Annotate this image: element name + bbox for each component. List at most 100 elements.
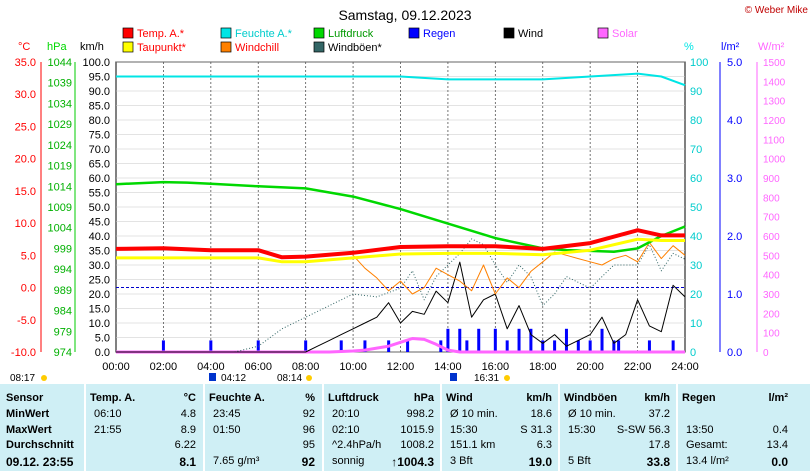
humidity-tick-label: 20 [690,289,702,301]
temp-axis-unit: °C [18,41,30,53]
table-cell-value: 92 [302,408,315,420]
rain-tick-label: 5.0 [727,57,742,69]
solar-tick-label: 1000 [763,155,786,166]
x-tick-label: 18:00 [529,361,557,373]
series-line-wind [116,261,686,353]
x-tick-label: 16:00 [482,361,510,373]
table-column-separator [676,384,678,471]
table-cell-label: Ø 10 min. [568,408,616,420]
wind-tick-label: 20.0 [89,289,110,301]
humidity-tick-label: 30 [690,260,702,272]
solar-tick-label: 100 [763,329,780,340]
table-cell-label: 21:55 [94,424,122,436]
humidity-tick-label: 90 [690,86,702,98]
row-labels: Sensor MinWert MaxWert Durchschnitt 09.1… [6,384,86,471]
table-column-header: Feuchte A. [209,392,265,404]
wind-tick-label: 100.0 [82,57,110,69]
humidity-tick-label: 70 [690,144,702,156]
solar-tick-label: 700 [763,213,780,224]
table-cell-value: 13.4 [766,439,788,451]
legend-label: Temp. A.* [137,28,185,40]
x-tick-label: 04:00 [197,361,225,373]
sun-icon [306,375,312,381]
humidity-tick-label: 0 [690,347,696,359]
pressure-tick-label: 1019 [48,161,72,173]
table-cell-label: 15:30 [450,424,478,436]
rain-tick-label: 4.0 [727,115,742,127]
table-cell-value: ↑1004.3 [391,455,434,469]
pressure-tick-label: 1009 [48,202,72,214]
rain-bar [529,328,533,352]
table-cell-label: 01:50 [213,424,241,436]
table-cell-label: ^2.4hPa/h [332,439,382,451]
table-cell-value: 95 [302,439,315,451]
rain-bar [517,328,521,352]
summary-table: Sensor MinWert MaxWert Durchschnitt 09.1… [0,384,810,471]
rain-tick-label: 0.0 [727,347,742,359]
table-column-separator [558,384,560,471]
x-tick-label: 06:00 [244,361,272,373]
temp-tick-label: -5.0 [17,315,36,327]
rain-bar [553,340,557,352]
row-label-current: 09.12. 23:55 [6,455,74,469]
table-column: Wind km/h Ø 10 min. 18.6 15:30 S 31.3 151.1 km… [444,384,556,471]
x-tick-label: 02:00 [150,361,178,373]
pressure-tick-label: 994 [54,264,72,276]
table-cell-label: 02:10 [332,424,360,436]
table-cell-value: 17.8 [648,439,670,451]
wind-tick-label: 5.0 [95,333,110,345]
x-tick-label: 12:00 [387,361,415,373]
table-cell-value: 6.3 [536,439,552,451]
rain-bar [465,340,469,352]
temp-tick-label: 30.0 [15,89,36,101]
table-column-unit: km/h [644,392,670,404]
solar-tick-label: 1400 [763,77,786,88]
rain-bar [671,340,675,352]
wind-tick-label: 0.0 [95,347,110,359]
legend-swatch [313,41,325,53]
wind-tick-label: 40.0 [89,231,110,243]
solar-tick-label: 200 [763,309,780,320]
table-cell-value: S 31.3 [520,424,552,436]
solar-tick-label: 600 [763,232,780,243]
rain-bar [161,340,165,352]
solar-tick-label: 900 [763,174,780,185]
table-cell-value: 37.2 [648,408,670,420]
row-label-avg: Durchschnitt [6,439,74,451]
x-tick-label: 08:00 [292,361,320,373]
wind-tick-label: 55.0 [89,188,110,200]
wind-tick-label: 90.0 [89,86,110,98]
rain-bar [564,328,568,352]
pressure-tick-label: 1004 [48,223,72,235]
legend-label: Solar [612,28,638,40]
pressure-axis-unit: hPa [47,41,67,53]
solar-tick-label: 300 [763,290,780,301]
table-cell-label: 3 Bft [450,455,473,467]
table-cell-label: 23:45 [213,408,241,420]
rain-bar [363,340,367,352]
legend-swatch [122,41,134,53]
table-cell-value: 18.6 [530,408,552,420]
credit-text: © Weber Mike [745,5,809,16]
rain-bar [477,328,481,352]
rain-bar [209,340,213,352]
legend-swatch [313,27,325,39]
solar-tick-label: 500 [763,251,780,262]
solar-axis-unit: W/m² [758,41,785,53]
sun-icon [41,375,47,381]
humidity-tick-label: 50 [690,202,702,214]
humidity-tick-label: 100 [690,57,708,69]
pressure-tick-label: 1039 [48,78,72,90]
x-tick-label: 00:00 [102,361,130,373]
table-cell-label: 06:10 [94,408,122,420]
pressure-tick-label: 989 [54,285,72,297]
table-cell-value: 96 [302,424,315,436]
series-line-luftdruck [115,180,686,253]
table-column-header: Luftdruck [328,392,379,404]
humidity-axis-unit: % [684,41,694,53]
pressure-tick-label: 974 [54,347,72,359]
table-cell-label: sonnig [332,455,365,467]
temp-tick-label: 5.0 [21,250,36,262]
legend-label: Taupunkt* [137,42,187,54]
pressure-tick-label: 999 [54,243,72,255]
